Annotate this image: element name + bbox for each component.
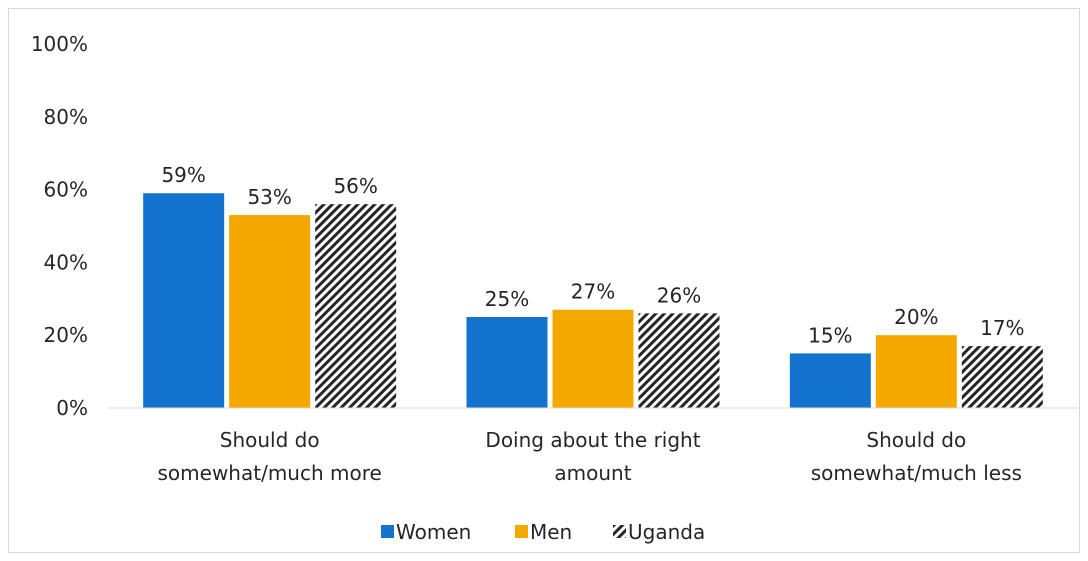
y-tick-label: 80%	[44, 105, 88, 129]
bar-uganda	[315, 204, 397, 408]
legend-swatch-men	[515, 525, 528, 538]
data-label: 53%	[247, 185, 291, 209]
bar-women	[143, 193, 225, 408]
x-axis: Should do somewhat/much more Doing about t…	[108, 407, 1078, 485]
data-label: 25%	[485, 287, 529, 311]
y-tick-label: 60%	[44, 178, 88, 202]
legend-label-women: Women	[396, 520, 471, 544]
y-tick-label: 100%	[31, 32, 88, 56]
legend-label-men: Men	[530, 520, 572, 544]
data-label: 27%	[571, 280, 615, 304]
x-category-label: amount	[554, 461, 631, 485]
x-category-label: somewhat/much less	[811, 461, 1022, 485]
x-category-label: somewhat/much more	[158, 461, 382, 485]
bar-men	[875, 335, 957, 408]
y-tick-label: 20%	[44, 323, 88, 347]
legend-swatch-uganda	[613, 525, 626, 538]
y-tick-label: 0%	[56, 396, 88, 420]
data-label: 15%	[808, 323, 852, 347]
legend-label-uganda: Uganda	[628, 520, 705, 544]
bar-uganda	[638, 313, 720, 408]
bar-men	[552, 309, 634, 408]
plot-area: 59% 53% 56% 25% 27% 26% 15% 20% 17%	[143, 163, 1043, 408]
bar-men	[229, 215, 311, 408]
x-category-label: Should do	[220, 428, 320, 452]
legend: Women Men Uganda	[381, 520, 705, 544]
data-label: 17%	[980, 316, 1024, 340]
data-label: 20%	[894, 305, 938, 329]
bar-women	[466, 317, 548, 408]
y-tick-label: 40%	[44, 250, 88, 274]
x-category-label: Should do	[866, 428, 966, 452]
x-category-label: Doing about the right	[485, 428, 700, 452]
legend-swatch-women	[381, 525, 394, 538]
bar-uganda	[961, 346, 1043, 408]
data-label: 56%	[333, 174, 377, 198]
data-label: 59%	[161, 163, 205, 187]
y-axis: 0% 20% 40% 60% 80% 100%	[31, 32, 88, 420]
data-label: 26%	[657, 283, 701, 307]
bar-women	[789, 353, 871, 408]
